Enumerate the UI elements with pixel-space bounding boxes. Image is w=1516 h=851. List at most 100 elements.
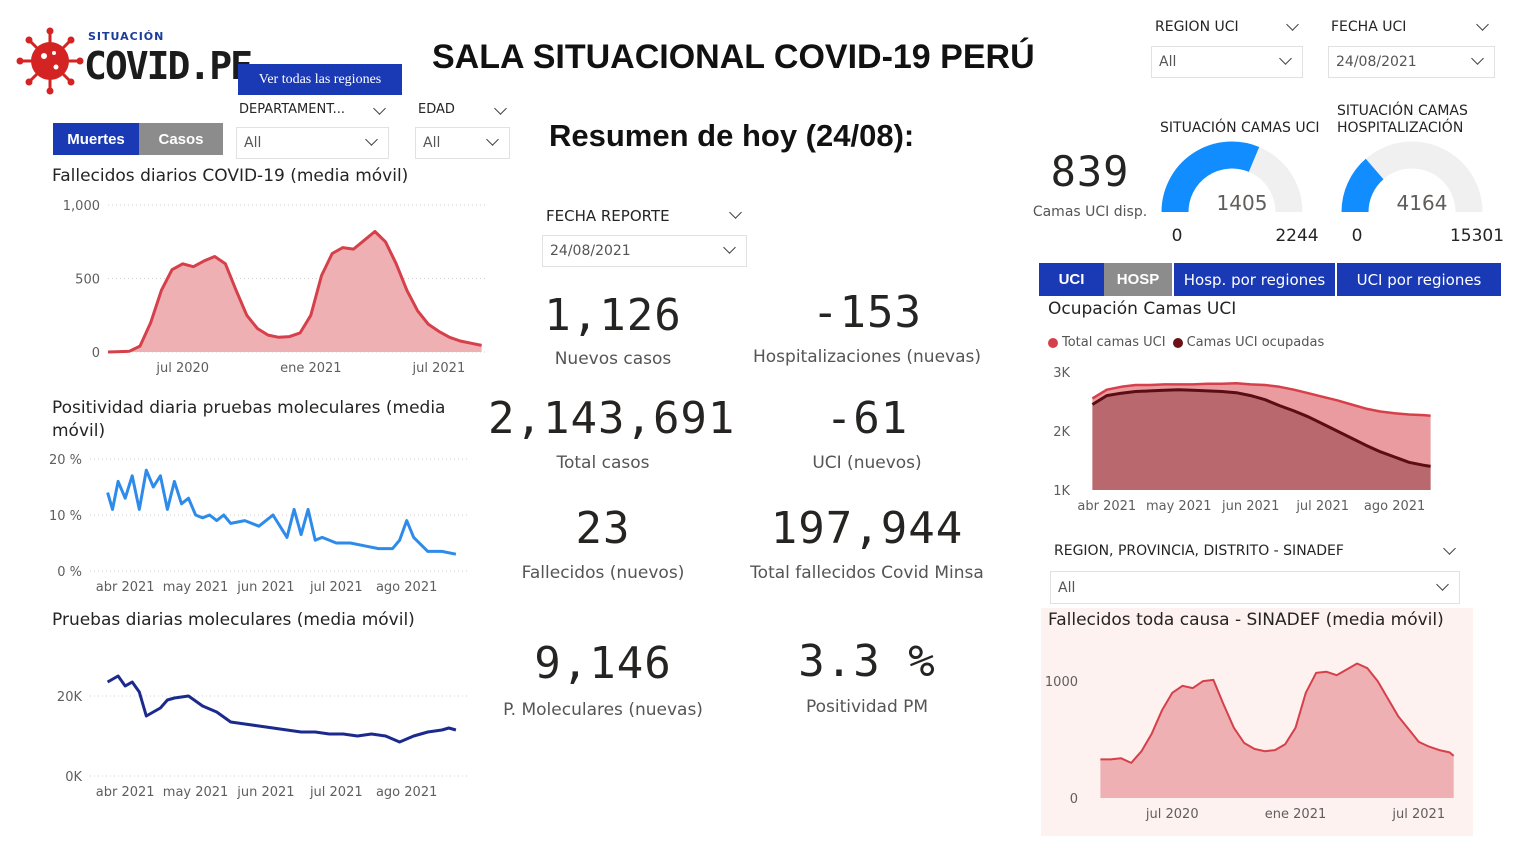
x-tick-label: abr 2021 (96, 785, 155, 800)
fecha-reporte-label: FECHA REPORTE (546, 207, 670, 225)
chevron-down-icon[interactable] (1476, 18, 1489, 31)
chart-title-sinadef: Fallecidos toda causa - SINADEF (media m… (1048, 610, 1444, 630)
x-tick-label: ago 2021 (1364, 499, 1425, 514)
page-title: SALA SITUACIONAL COVID-19 PERÚ (432, 38, 1035, 76)
x-tick-label: jul 2021 (1391, 807, 1445, 822)
kpi-total-fallecidos-label: Total fallecidos Covid Minsa (750, 563, 984, 583)
chart-pruebas: 20K 0K abr 2021 may 2021 jun 2021 jul 2021 ago… (57, 674, 470, 800)
y-tick-label: 1000 (1045, 675, 1078, 690)
edad-dropdown[interactable]: All (415, 127, 510, 159)
kpi-hospitalizaciones-label: Hospitalizaciones (nuevas) (753, 347, 981, 367)
logo: SITUACIÓN COVID.PE (16, 20, 253, 98)
kpi-positividad-label: Positividad PM (805, 697, 929, 717)
uci-available-label: Camas UCI disp. (1032, 204, 1148, 220)
gauge-min: 0 (1172, 226, 1183, 246)
chart-title-ocupacion: Ocupación Camas UCI (1048, 299, 1237, 319)
chevron-down-icon (1436, 578, 1449, 591)
series-line-1 (106, 674, 457, 744)
fecha-uci-dropdown[interactable]: 24/08/2021 (1328, 46, 1495, 78)
y-tick-label: 0 (1070, 792, 1078, 807)
virus-icon (16, 27, 84, 95)
gauge-value: 1405 (1217, 191, 1268, 215)
series-line-2 (1091, 388, 1431, 468)
gauge-fill (1341, 158, 1384, 213)
y-tick-label: 20 % (49, 453, 82, 468)
region-uci-dropdown[interactable]: All (1151, 46, 1303, 78)
y-tick-label: 0 (92, 346, 100, 361)
x-tick-label: jun 2021 (236, 785, 294, 800)
gauge-uci-title: SITUACIÓN CAMAS UCI (1160, 120, 1320, 136)
chart-title-pruebas: Pruebas diarias moleculares (media móvil… (52, 610, 415, 630)
hosp-por-regiones-button[interactable]: Hosp. por regiones (1174, 263, 1335, 296)
x-tick-label: jul 2021 (1295, 499, 1349, 514)
gauge-hosp: 4164 0 15301 (1341, 141, 1504, 246)
chevron-down-icon (723, 241, 736, 254)
departamento-label: DEPARTAMENT... (239, 102, 345, 117)
chart-sinadef: 1000 0 jul 2020 ene 2021 jul 2021 (1045, 662, 1455, 822)
legend-dot-total (1048, 337, 1058, 348)
kpi-fallecidos-label: Fallecidos (nuevos) (521, 563, 685, 583)
x-tick-label: jul 2020 (155, 361, 209, 376)
fecha-uci-label: FECHA UCI (1331, 19, 1407, 35)
sinadef-filter-label: REGION, PROVINCIA, DISTRITO - SINADEF (1054, 543, 1344, 559)
legend-dot-ocupadas (1172, 337, 1183, 348)
view-all-regions-button[interactable]: Ver todas las regiones (238, 64, 402, 95)
logo-subtitle: SITUACIÓN (88, 30, 165, 43)
kpi-hospitalizaciones-value: -153 (812, 287, 922, 338)
fecha-uci-value: 24/08/2021 (1336, 54, 1417, 70)
chart-legend: Total camas UCI Camas UCI ocupadas (1048, 335, 1324, 350)
x-tick-label: may 2021 (163, 580, 229, 595)
chevron-down-icon[interactable] (1286, 18, 1299, 31)
chevron-down-icon[interactable] (373, 102, 386, 115)
x-tick-label: may 2021 (163, 785, 229, 800)
x-tick-label: ago 2021 (376, 580, 437, 595)
chevron-down-icon[interactable] (729, 206, 742, 219)
gauge-value: 4164 (1397, 191, 1448, 215)
metric-toggle[interactable]: Muertes Casos (53, 123, 223, 155)
departamento-value: All (244, 135, 262, 151)
gauge-fill (1161, 141, 1260, 213)
chevron-down-icon[interactable] (494, 102, 507, 115)
gauge-max: 15301 (1450, 226, 1504, 246)
series-area-2 (1092, 389, 1431, 490)
kpi-nuevos-casos-label: Nuevos casos (554, 349, 672, 369)
series-area-1 (108, 231, 482, 352)
tab-uci[interactable]: UCI (1039, 263, 1104, 296)
kpi-uci-nuevos-label: UCI (nuevos) (812, 453, 922, 473)
y-tick-label: 10 % (49, 509, 82, 524)
logo-title: COVID.PE (84, 44, 253, 88)
chevron-down-icon[interactable] (1443, 542, 1456, 555)
chevron-down-icon (486, 133, 499, 146)
series-line-1 (106, 468, 457, 556)
uci-por-regiones-button[interactable]: UCI por regiones (1337, 263, 1501, 296)
departamento-dropdown[interactable]: All (236, 127, 389, 159)
summary-title: Resumen de hoy (24/08): (549, 118, 915, 153)
chevron-down-icon (365, 133, 378, 146)
gauge-min: 0 (1352, 226, 1363, 246)
uci-hosp-toggle[interactable]: UCI HOSP (1039, 263, 1172, 296)
chevron-down-icon (1471, 52, 1484, 65)
tab-hosp[interactable]: HOSP (1104, 263, 1172, 296)
toggle-casos[interactable]: Casos (139, 123, 223, 155)
kpi-fallecidos-value: 23 (575, 503, 631, 554)
edad-label: EDAD (418, 102, 455, 117)
chart-title-positividad: Positividad diaria pruebas moleculares (… (52, 398, 446, 441)
toggle-muertes[interactable]: Muertes (53, 123, 139, 155)
chart-positividad: 20 % 10 % 0 % abr 2021 may 2021 jun 2021 jul 2… (49, 453, 470, 595)
legend-label-ocupadas: Camas UCI ocupadas (1186, 335, 1325, 350)
y-tick-label: 3K (1053, 366, 1070, 381)
chart-fallecidos: 1,000 500 0 jul 2020 ene 2021 jul 2021 (63, 199, 488, 376)
fecha-reporte-dropdown[interactable]: 24/08/2021 (542, 235, 747, 267)
kpi-positividad-value: 3.3 % (798, 636, 936, 687)
region-uci-label: REGION UCI (1155, 19, 1239, 35)
series-line-1 (107, 230, 482, 354)
series-line-1 (1091, 381, 1431, 417)
chart-ocupacion-uci: 3K 2K 1K abr 2021 may 2021 jun 2021 jul 2021 ag… (1053, 366, 1431, 514)
kpi-total-fallecidos-value: 197,944 (770, 503, 964, 554)
y-tick-label: 20K (57, 690, 83, 705)
series-line-1 (1100, 662, 1455, 764)
kpi-nuevos-casos-value: 1,126 (544, 290, 682, 341)
gauge-max: 2244 (1275, 226, 1318, 246)
kpi-total-casos-value: 2,143,691 (488, 393, 736, 444)
sinadef-filter-dropdown[interactable]: All (1050, 571, 1460, 604)
